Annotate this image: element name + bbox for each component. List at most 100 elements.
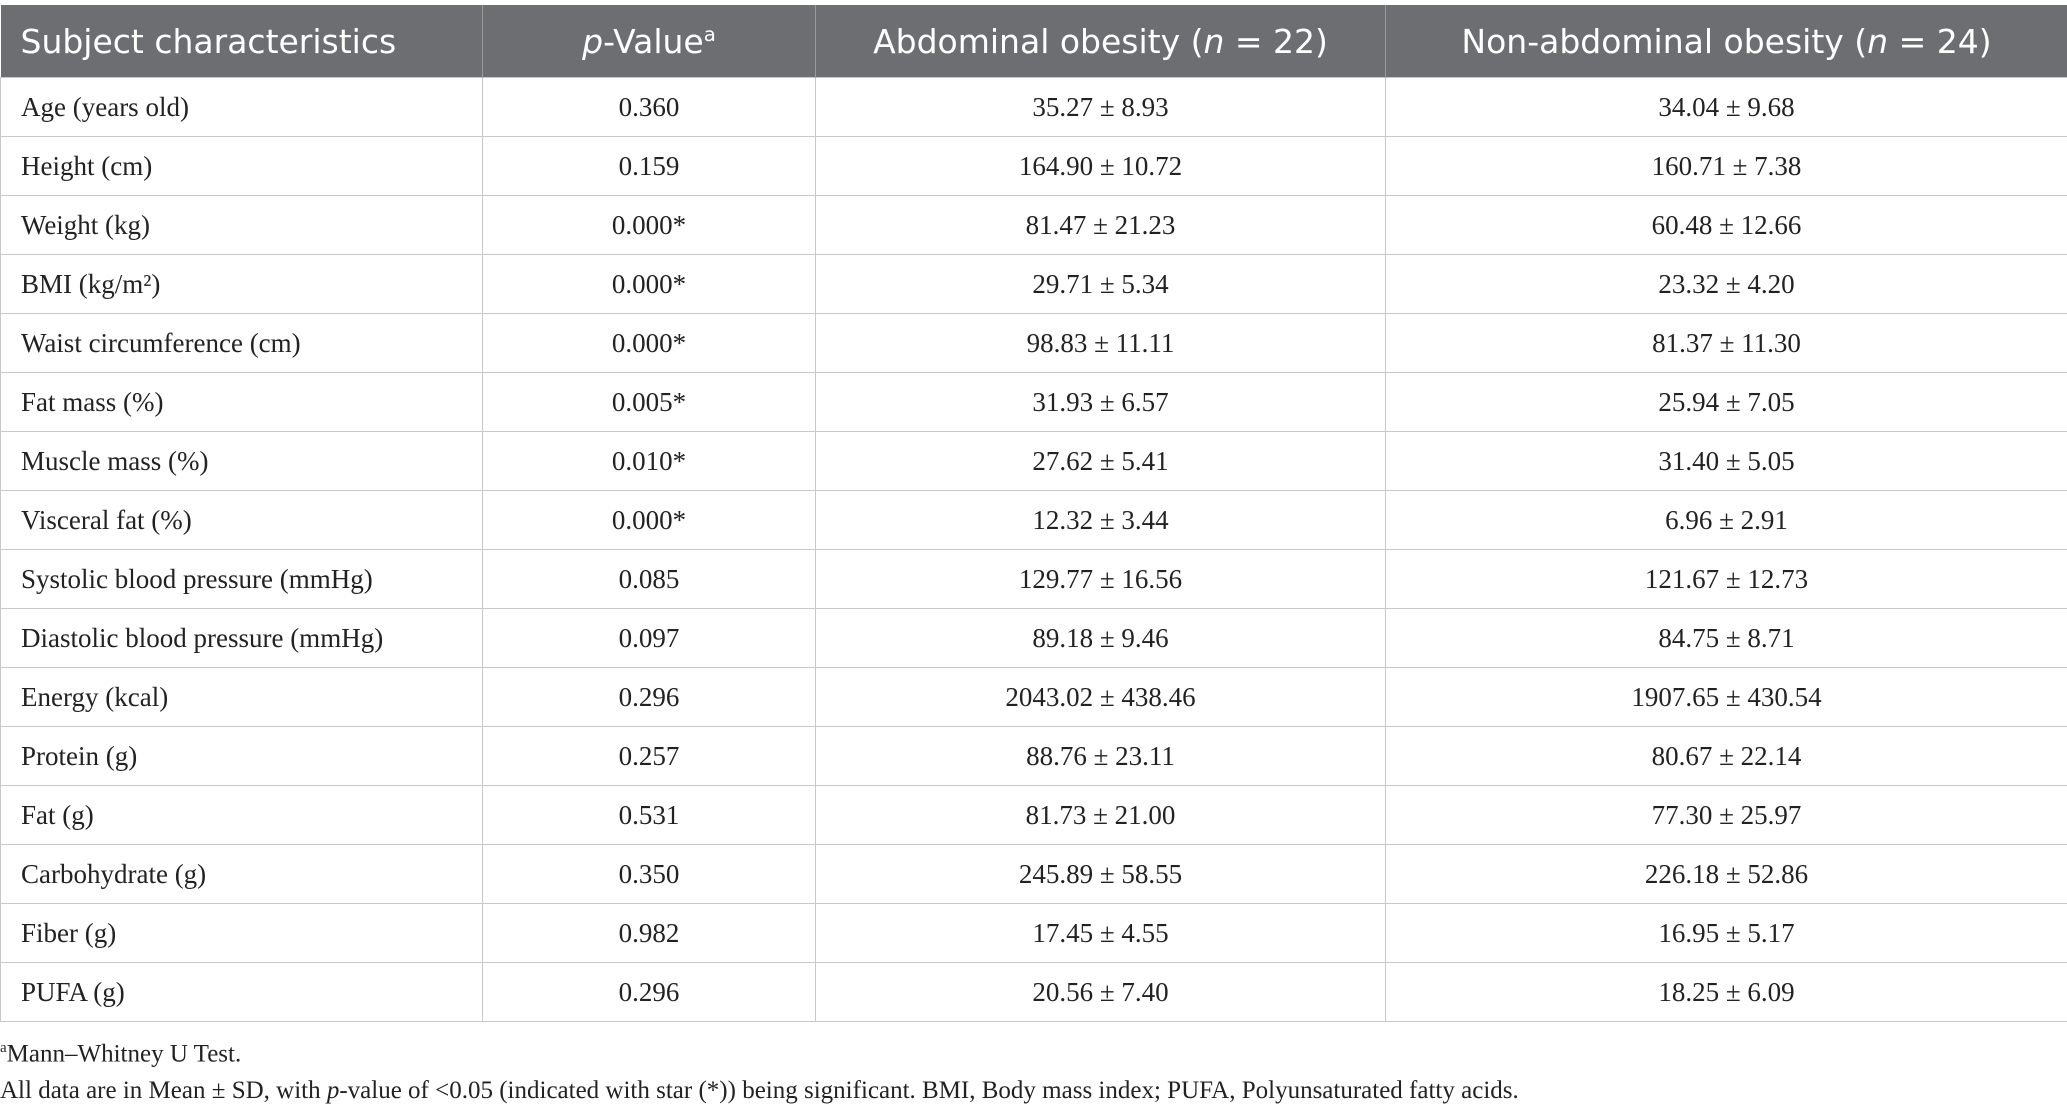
table-cell: 1907.65 ± 430.54 [1385,667,2067,727]
table-cell: 77.30 ± 25.97 [1385,785,2067,845]
table-cell: 121.67 ± 12.73 [1385,549,2067,609]
table-cell: 226.18 ± 52.86 [1385,844,2067,904]
table-cell: 0.005* [482,372,816,432]
table-cell: 12.32 ± 3.44 [815,490,1386,550]
table-cell: 34.04 ± 9.68 [1385,77,2067,137]
table-cell: 84.75 ± 8.71 [1385,608,2067,668]
text-segment: Abdominal obesity ( [873,21,1204,61]
table-cell: 18.25 ± 6.09 [1385,962,2067,1022]
table-cell: 81.73 ± 21.00 [815,785,1386,845]
table-row: Muscle mass (%) 0.010* 27.62 ± 5.41 31.40 ±… [0,431,2067,491]
table-cell: 27.62 ± 5.41 [815,431,1386,491]
text-segment: = 24) [1888,21,1992,61]
table-cell: 25.94 ± 7.05 [1385,372,2067,432]
text-segment: Non-abdominal obesity ( [1461,21,1868,61]
table-cell: Visceral fat (%) [0,490,483,550]
table-cell: 0.159 [482,136,816,196]
table-row: Weight (kg) 0.000* 81.47 ± 21.23 60.48 ± 12… [0,195,2067,255]
footnotes: aMann–Whitney U Test. All data are in Mea… [0,1030,1519,1108]
table-cell: Energy (kcal) [0,667,483,727]
table-cell: 60.48 ± 12.66 [1385,195,2067,255]
table-cell: Fat (g) [0,785,483,845]
table-cell: Fat mass (%) [0,372,483,432]
table-cell: Height (cm) [0,136,483,196]
table-cell: 164.90 ± 10.72 [815,136,1386,196]
table-cell: 35.27 ± 8.93 [815,77,1386,137]
text-segment: -value of <0.05 (indicated with star (*)… [339,1077,1519,1105]
table-cell: 0.296 [482,667,816,727]
table-cell: 0.296 [482,962,816,1022]
table-cell: 20.56 ± 7.40 [815,962,1386,1022]
table-cell: 0.360 [482,77,816,137]
table-row: PUFA (g) 0.296 20.56 ± 7.40 18.25 ± 6.09 [0,962,2067,1022]
table-cell: Systolic blood pressure (mmHg) [0,549,483,609]
table-cell: 16.95 ± 5.17 [1385,903,2067,963]
table-row: Diastolic blood pressure (mmHg) 0.097 89.1… [0,608,2067,668]
text-segment: = 22) [1224,21,1328,61]
header-cell: Abdominal obesity (n = 22) [815,5,1386,78]
table-row: Waist circumference (cm) 0.000* 98.83 ± 11… [0,313,2067,373]
table-cell: 29.71 ± 5.34 [815,254,1386,314]
table-cell: Weight (kg) [0,195,483,255]
table-cell: Waist circumference (cm) [0,313,483,373]
text-segment: Subject characteristics [20,21,397,61]
table-cell: 245.89 ± 58.55 [815,844,1386,904]
table-row: Systolic blood pressure (mmHg) 0.085 129.7… [0,549,2067,609]
table-cell: 31.40 ± 5.05 [1385,431,2067,491]
text-segment: p [326,1077,340,1105]
table-cell: Diastolic blood pressure (mmHg) [0,608,483,668]
header-row: Subject characteristics p-Valuea Abdominal… [0,5,2067,78]
table-cell: 0.982 [482,903,816,963]
table-row: BMI (kg/m²) 0.000* 29.71 ± 5.34 23.32 ± 4.2… [0,254,2067,314]
header-cell: Subject characteristics [0,5,483,78]
header-cell: p-Valuea [482,5,816,78]
table-cell: 129.77 ± 16.56 [815,549,1386,609]
footnote: All data are in Mean ± SD, with p-value … [0,1072,1519,1108]
table-cell: 0.010* [482,431,816,491]
table-cell: Age (years old) [0,77,483,137]
table-row: Visceral fat (%) 0.000* 12.32 ± 3.44 6.96 ±… [0,490,2067,550]
table-cell: 89.18 ± 9.46 [815,608,1386,668]
table-cell: 81.37 ± 11.30 [1385,313,2067,373]
table-cell: 23.32 ± 4.20 [1385,254,2067,314]
table-cell: 98.83 ± 11.11 [815,313,1386,373]
table-cell: Carbohydrate (g) [0,844,483,904]
table-row: Energy (kcal) 0.296 2043.02 ± 438.46 1907.6… [0,667,2067,727]
table-row: Fat mass (%) 0.005* 31.93 ± 6.57 25.94 ± 7.… [0,372,2067,432]
table-cell: 0.000* [482,195,816,255]
table-row: Protein (g) 0.257 88.76 ± 23.11 80.67 ± 22.… [0,726,2067,786]
table-cell: 80.67 ± 22.14 [1385,726,2067,786]
table-row: Fiber (g) 0.982 17.45 ± 4.55 16.95 ± 5.17 [0,903,2067,963]
table-row: Fat (g) 0.531 81.73 ± 21.00 77.30 ± 25.97 [0,785,2067,845]
table-cell: 31.93 ± 6.57 [815,372,1386,432]
text-segment: All data are in Mean ± SD, with [0,1077,327,1105]
table-cell: 17.45 ± 4.55 [815,903,1386,963]
header-cell: Non-abdominal obesity (n = 24) [1385,5,2067,78]
table-row: Age (years old) 0.360 35.27 ± 8.93 34.04 ± … [0,77,2067,137]
table-cell: 6.96 ± 2.91 [1385,490,2067,550]
table-cell: 160.71 ± 7.38 [1385,136,2067,196]
table-cell: 88.76 ± 23.11 [815,726,1386,786]
table-cell: 0.000* [482,254,816,314]
text-segment: -Value [603,21,704,61]
footnote: aMann–Whitney U Test. [0,1030,1519,1072]
table-row: Height (cm) 0.159 164.90 ± 10.72 160.71 ± 7… [0,136,2067,196]
table-body: Age (years old) 0.360 35.27 ± 8.93 34.04 ± … [0,77,2067,1022]
table-cell: 81.47 ± 21.23 [815,195,1386,255]
text-segment: Mann–Whitney U Test. [6,1040,242,1068]
text-segment: a [0,1040,7,1056]
table-cell: 0.000* [482,490,816,550]
text-segment: n [1203,21,1225,61]
table-cell: 0.097 [482,608,816,668]
table-cell: 0.350 [482,844,816,904]
data-table: Subject characteristics p-Valuea Abdominal… [0,5,2067,1022]
table-row: Carbohydrate (g) 0.350 245.89 ± 58.55 226.1… [0,844,2067,904]
table-cell: Muscle mass (%) [0,431,483,491]
table-cell: Protein (g) [0,726,483,786]
table-cell: PUFA (g) [0,962,483,1022]
table-cell: 0.531 [482,785,816,845]
table-cell: 2043.02 ± 438.46 [815,667,1386,727]
table-cell: 0.257 [482,726,816,786]
table-cell: BMI (kg/m²) [0,254,483,314]
